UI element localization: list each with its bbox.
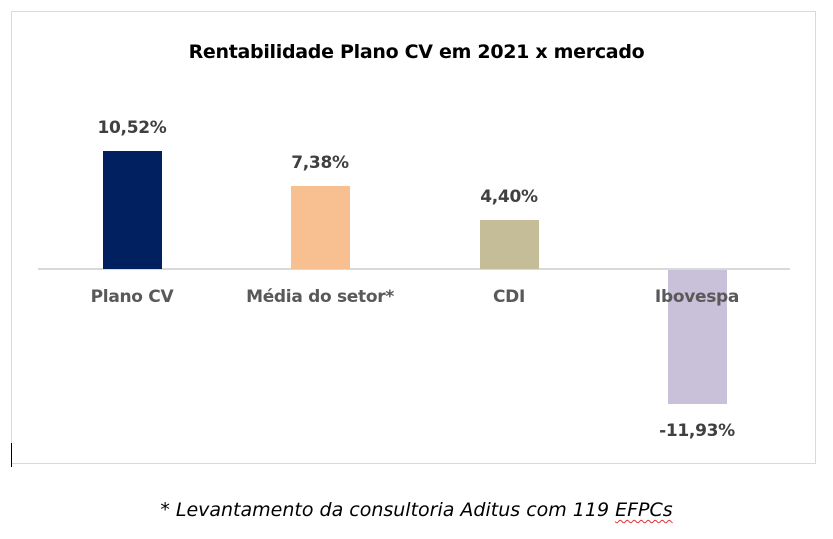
data-label-0: 10,52% <box>97 117 167 138</box>
data-label-1: 7,38% <box>291 152 349 173</box>
spellcheck-flagged-word[interactable]: EFPCs <box>615 499 673 521</box>
footnote: * Levantamento da consultoria Aditus com… <box>0 499 833 521</box>
text-cursor <box>11 443 12 467</box>
bar-1 <box>290 185 350 269</box>
footnote-text: * Levantamento da consultoria Aditus com… <box>160 499 616 521</box>
data-label-2: 4,40% <box>480 186 538 207</box>
x-axis-line <box>38 268 790 270</box>
bar-3 <box>667 270 727 405</box>
bar-0 <box>102 150 162 269</box>
data-label-3: -11,93% <box>659 421 735 442</box>
bar-2 <box>479 219 539 269</box>
category-label-3: Ibovespa <box>654 287 740 307</box>
category-label-1: Média do setor* <box>246 287 394 307</box>
category-label-0: Plano CV <box>90 287 174 307</box>
category-label-2: CDI <box>492 287 525 307</box>
chart-title: Rentabilidade Plano CV em 2021 x mercado <box>188 41 645 63</box>
